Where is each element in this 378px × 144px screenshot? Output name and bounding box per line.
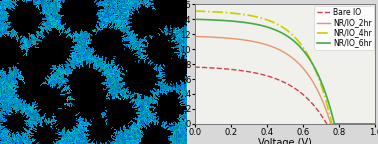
NR/IO_6hr: [300, 48, 305, 50]
NR/IO_2hr: [192, 36, 197, 37]
NR/IO_4hr: [279, 26, 284, 28]
Bare IO: [369, 123, 373, 125]
NR/IO_4hr: [300, 45, 305, 47]
NR/IO_4hr: [341, 123, 345, 125]
NR/IO_6hr: [279, 32, 284, 34]
NR/IO_6hr: [373, 123, 378, 125]
Bare IO: [373, 123, 378, 125]
NR/IO_4hr: [369, 123, 373, 125]
Line: Bare IO: Bare IO: [195, 67, 375, 124]
Line: NR/IO_6hr: NR/IO_6hr: [195, 19, 375, 124]
Bare IO: [290, 86, 295, 88]
X-axis label: Voltage (V): Voltage (V): [258, 138, 312, 144]
NR/IO_4hr: [192, 10, 197, 12]
NR/IO_2hr: [290, 57, 295, 59]
NR/IO_2hr: [341, 123, 345, 125]
NR/IO_2hr: [300, 66, 305, 68]
NR/IO_2hr: [373, 123, 378, 125]
NR/IO_6hr: [341, 123, 345, 125]
NR/IO_4hr: [330, 123, 334, 125]
NR/IO_2hr: [279, 50, 284, 52]
NR/IO_6hr: [332, 123, 337, 125]
Bare IO: [279, 80, 284, 82]
Bare IO: [341, 123, 345, 125]
Bare IO: [192, 66, 197, 68]
Line: NR/IO_2hr: NR/IO_2hr: [195, 36, 375, 124]
NR/IO_4hr: [278, 25, 283, 27]
Y-axis label: Current density (mA/cm²): Current density (mA/cm²): [169, 2, 178, 126]
Line: NR/IO_4hr: NR/IO_4hr: [195, 11, 375, 124]
NR/IO_6hr: [369, 123, 373, 125]
Bare IO: [300, 93, 305, 95]
NR/IO_4hr: [373, 123, 378, 125]
NR/IO_2hr: [329, 123, 333, 125]
NR/IO_2hr: [369, 123, 373, 125]
NR/IO_6hr: [290, 39, 295, 41]
NR/IO_4hr: [290, 34, 295, 36]
NR/IO_2hr: [278, 50, 283, 51]
NR/IO_6hr: [278, 31, 283, 33]
Legend: Bare IO, NR/IO_2hr, NR/IO_4hr, NR/IO_6hr: Bare IO, NR/IO_2hr, NR/IO_4hr, NR/IO_6hr: [314, 6, 374, 50]
Bare IO: [325, 123, 329, 125]
NR/IO_6hr: [192, 18, 197, 20]
Bare IO: [278, 80, 283, 82]
